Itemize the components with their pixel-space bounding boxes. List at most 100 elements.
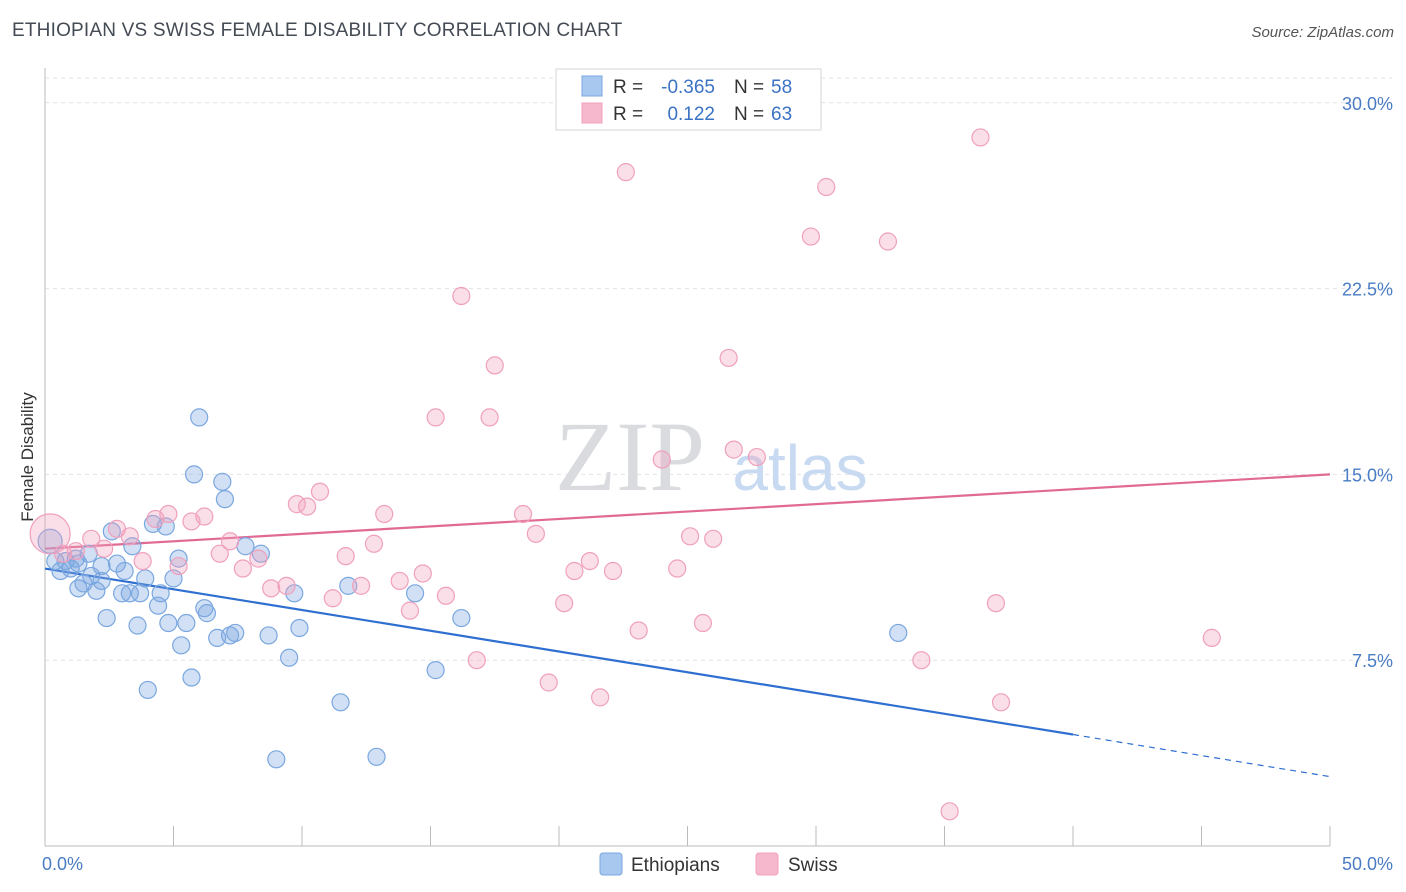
swiss-point — [413, 564, 432, 583]
ethiopian-point — [226, 623, 245, 643]
series-label-swiss: Swiss — [788, 855, 838, 876]
swiss-point — [940, 802, 959, 821]
ethiopian-point — [267, 750, 286, 769]
swiss-point — [29, 513, 71, 555]
ethiopian-point — [138, 680, 157, 700]
x-tick-label: 50.0% — [1342, 854, 1393, 874]
watermark-zip: ZIP — [555, 401, 705, 512]
swiss-point — [66, 542, 85, 561]
ethiopian-point — [236, 537, 255, 556]
y-tick-label: 15.0% — [1342, 465, 1393, 485]
ethiopian-point — [97, 608, 116, 628]
x-tick-label: 0.0% — [42, 854, 83, 874]
ethiopian-point — [190, 408, 209, 427]
ethiopian-point — [195, 599, 214, 618]
swiss-point — [480, 408, 499, 427]
ethiopian-point — [120, 584, 139, 603]
ethiopian-point — [107, 554, 127, 573]
ethiopian-point — [112, 584, 132, 603]
swiss-point — [526, 524, 545, 543]
ethiopian-point — [182, 668, 201, 687]
swiss-point — [539, 673, 558, 692]
ethiopian-point — [172, 636, 191, 655]
swiss-point — [991, 693, 1011, 712]
data-points — [29, 128, 1221, 821]
swiss-point — [986, 594, 1006, 613]
swiss-point — [555, 594, 574, 613]
swiss-point — [352, 576, 371, 595]
swiss-point — [262, 579, 281, 598]
swiss-point — [323, 589, 342, 608]
ethiopian-point — [280, 648, 299, 667]
swiss-point — [693, 613, 713, 633]
swiss-point — [133, 551, 152, 571]
ethiopian-point — [159, 613, 178, 633]
swiss-point — [159, 504, 178, 524]
trend-lines — [44, 473, 1331, 778]
swiss-point — [233, 559, 252, 578]
chart-title: ETHIOPIAN VS SWISS FEMALE DISABILITY COR… — [12, 20, 623, 41]
tick-labels: 7.5% 15.0% 22.5% 30.0% 0.0% 50.0% — [42, 94, 1393, 874]
swiss-point — [220, 532, 240, 551]
swiss-point — [375, 504, 394, 524]
axes — [44, 68, 1331, 847]
swiss-point — [120, 527, 139, 546]
ethiopian-point — [259, 626, 278, 645]
legend-r-value: 0.122 — [667, 104, 715, 125]
legend-n-value: 63 — [771, 104, 792, 125]
ethiopian-point — [213, 472, 232, 491]
ethiopian-point — [290, 618, 309, 638]
swiss-point — [336, 547, 355, 566]
swiss-point — [467, 651, 486, 670]
ethiopian-point — [46, 551, 65, 571]
legend-n-value: 58 — [771, 77, 792, 98]
swiss-point — [565, 561, 584, 581]
ethiopian-point — [92, 556, 111, 576]
legend-r-value: -0.365 — [661, 77, 715, 98]
swiss-point — [747, 447, 766, 467]
swiss-point — [629, 621, 648, 640]
ethiopian-point — [426, 661, 445, 680]
legend-n-label: N = — [734, 104, 764, 125]
y-tick-label: 22.5% — [1342, 280, 1393, 300]
swiss-point — [298, 497, 317, 516]
ethiopian-point — [151, 584, 170, 603]
chart-source: Source: ZipAtlas.com — [1251, 24, 1394, 41]
swiss-point — [390, 571, 409, 591]
swiss-point — [210, 544, 229, 563]
ethiopian-point — [889, 623, 908, 643]
swiss-point — [912, 651, 931, 670]
swiss-point — [310, 482, 330, 501]
series-swatch-ethiopians — [599, 852, 623, 876]
swiss-point — [801, 227, 820, 246]
swiss-point — [426, 408, 445, 427]
swiss-point — [400, 601, 420, 620]
swiss-point — [719, 348, 738, 368]
ethiopian-point — [405, 584, 425, 603]
ethiopian-point — [128, 616, 147, 635]
ethiopian-point — [285, 584, 304, 603]
swiss-point — [1202, 628, 1221, 647]
ethiopian-point — [92, 571, 111, 591]
ethiopian-point — [215, 490, 234, 509]
swiss-point — [513, 504, 533, 524]
swiss-point — [169, 556, 188, 576]
correlation-legend: R = -0.365 N = 58 R = 0.122 N = 63 — [555, 68, 822, 131]
swiss-point — [452, 286, 471, 306]
swiss-point — [364, 534, 384, 553]
swiss-point — [591, 688, 610, 707]
watermark-atlas: atlas — [732, 432, 867, 504]
swiss-point — [95, 539, 114, 558]
y-tick-label: 30.0% — [1342, 94, 1393, 114]
swiss-point — [249, 549, 268, 568]
series-label-ethiopians: Ethiopians — [631, 855, 720, 876]
swiss-point — [195, 507, 214, 526]
ethiopian-trend-line — [44, 567, 1074, 736]
y-tick-label: 7.5% — [1352, 651, 1393, 671]
swiss-point — [82, 529, 101, 548]
swiss-point — [436, 586, 456, 605]
swiss-point — [668, 559, 687, 578]
swiss-point — [652, 450, 671, 469]
ethiopian-point — [169, 549, 188, 568]
